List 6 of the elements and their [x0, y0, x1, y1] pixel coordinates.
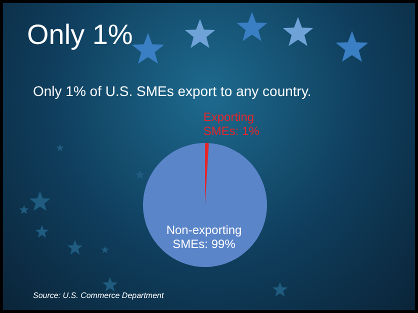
chart-title: Only 1%	[27, 19, 133, 51]
chart-subtitle: Only 1% of U.S. SMEs export to any country.	[33, 83, 312, 99]
slice-label: Non-exporting SMEs: 99%	[166, 222, 242, 251]
pie-slice	[143, 143, 267, 267]
source-note: Source: U.S. Commerce Department	[33, 291, 164, 300]
slice-label: Exporting SMEs: 1%	[203, 110, 260, 138]
